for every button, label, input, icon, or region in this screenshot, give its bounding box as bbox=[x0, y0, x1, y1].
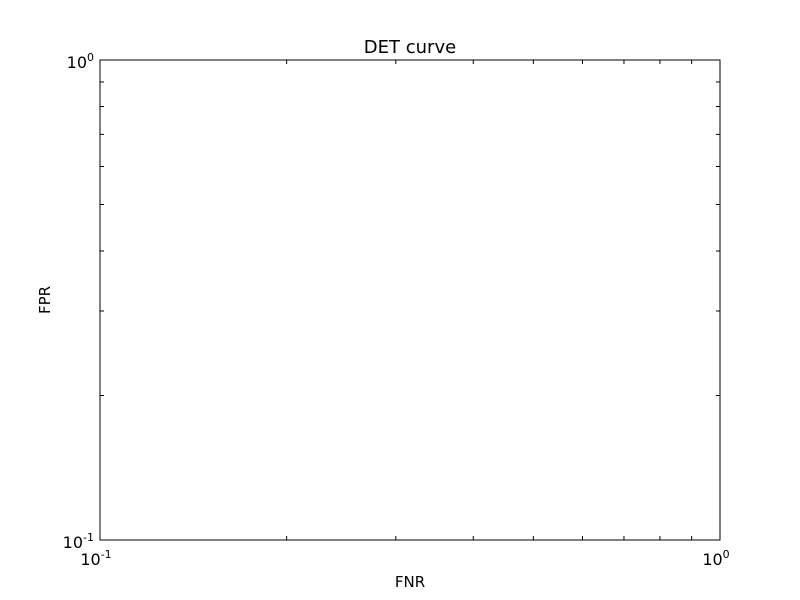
plot-area bbox=[99, 59, 721, 541]
y-tick-label: 10-1 bbox=[63, 531, 94, 552]
x-axis-label: FNR bbox=[395, 573, 425, 591]
chart-title: DET curve bbox=[364, 37, 456, 58]
x-tick-labels: 10-1 100 bbox=[80, 548, 729, 569]
ticks bbox=[99, 59, 721, 541]
x-tick-label: 100 bbox=[702, 548, 729, 569]
x-tick-label: 10-1 bbox=[80, 548, 111, 569]
y-tick-label: 100 bbox=[67, 51, 94, 72]
y-tick-labels: 10-1 100 bbox=[63, 51, 94, 552]
y-axis-label: FPR bbox=[36, 286, 54, 314]
